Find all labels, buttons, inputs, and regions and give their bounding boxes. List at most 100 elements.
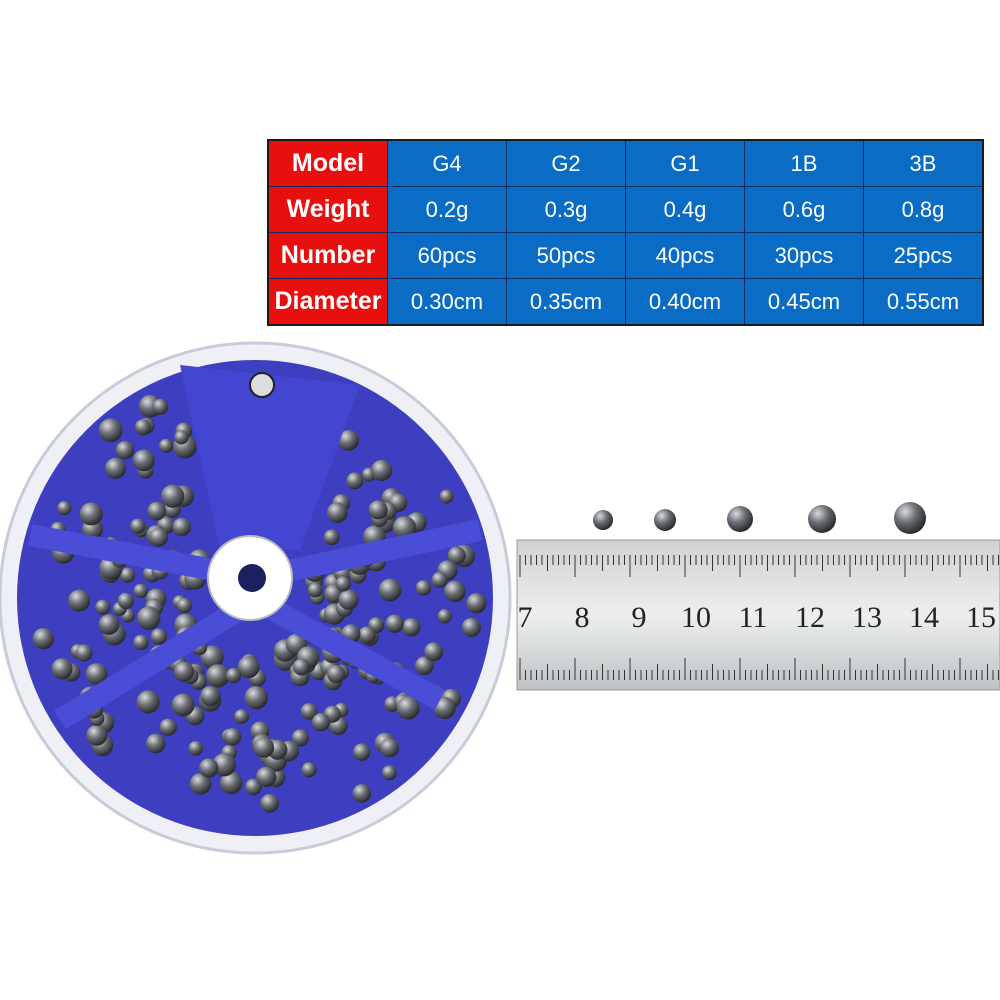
split-shot	[172, 517, 191, 537]
split-shot	[402, 618, 421, 637]
spec-cell: 0.45cm	[744, 278, 864, 326]
split-shot	[85, 663, 108, 685]
split-shot	[223, 728, 242, 746]
split-shot	[338, 429, 359, 451]
split-shot	[200, 645, 224, 669]
sample-sinkers	[593, 502, 926, 534]
split-shot	[323, 529, 340, 546]
split-shot	[133, 583, 148, 598]
spec-cell: 0.55cm	[863, 278, 984, 326]
split-shot	[244, 685, 268, 710]
split-shot	[311, 713, 331, 732]
spec-cell: 3B	[863, 139, 984, 187]
split-shot	[439, 489, 454, 504]
split-shot	[358, 626, 376, 644]
split-shot	[353, 743, 371, 761]
spec-cell: 0.3g	[506, 186, 626, 233]
split-shot	[189, 773, 212, 795]
split-shot	[461, 617, 481, 638]
split-shot	[206, 664, 230, 688]
split-shot	[437, 609, 452, 624]
spec-row: Diameter 0.30cm 0.35cm 0.40cm 0.45cm 0.55cm	[267, 278, 984, 326]
ruler-ticks	[519, 555, 999, 680]
split-shot	[260, 794, 280, 813]
split-shot	[300, 703, 318, 720]
ruler-number: 8	[575, 601, 590, 634]
split-shot	[152, 398, 169, 415]
split-shot	[327, 664, 346, 684]
split-shot	[148, 527, 169, 547]
ruler-number: 12	[795, 601, 825, 634]
split-shot	[75, 644, 93, 662]
split-shot	[245, 778, 262, 796]
split-shot	[105, 457, 127, 479]
split-shot	[199, 758, 219, 778]
row-label: Diameter	[267, 278, 388, 326]
split-shot	[326, 502, 348, 523]
split-shot	[171, 693, 195, 717]
split-shot	[253, 737, 275, 758]
split-shot	[51, 658, 73, 680]
split-shot	[161, 484, 185, 508]
split-shot	[145, 733, 166, 754]
split-shot	[352, 784, 372, 803]
ruler-numbers: 7 8 9 10 11 12 13 14 15	[518, 601, 997, 634]
split-shot	[433, 697, 456, 720]
spec-cell: 0.4g	[625, 186, 745, 233]
spec-cell: G2	[506, 139, 626, 187]
split-shot	[212, 753, 236, 777]
row-label: Weight	[267, 186, 388, 233]
spec-cell: 25pcs	[863, 232, 984, 279]
sinker-box	[0, 341, 512, 855]
split-shot	[371, 459, 393, 481]
ruler-number: 15	[966, 601, 996, 634]
split-shot	[158, 438, 174, 453]
split-shot	[136, 606, 161, 630]
split-shot	[237, 656, 260, 679]
split-shot	[219, 771, 243, 795]
split-shot	[173, 661, 195, 682]
spec-cell: 50pcs	[506, 232, 626, 279]
split-shot	[292, 658, 310, 676]
spec-cell: 30pcs	[744, 232, 864, 279]
split-shot	[86, 724, 108, 746]
split-shot	[424, 642, 444, 662]
split-shot	[95, 599, 111, 615]
split-shot	[381, 765, 397, 781]
spec-cell: 0.6g	[744, 186, 864, 233]
split-shot	[346, 472, 364, 490]
split-shot	[307, 582, 323, 598]
split-shot	[466, 593, 487, 614]
spec-cell: G1	[625, 139, 745, 187]
spec-cell: 0.8g	[863, 186, 984, 233]
spec-cell: 0.30cm	[387, 278, 507, 326]
ruler-number: 7	[518, 601, 533, 634]
split-shot	[385, 614, 404, 633]
spec-cell: 40pcs	[625, 232, 745, 279]
split-shot	[150, 628, 168, 645]
split-shot	[291, 729, 309, 747]
ruler-number: 11	[739, 601, 768, 634]
spec-row: Number 60pcs 50pcs 40pcs 30pcs 25pcs	[267, 232, 984, 279]
ruler-number: 10	[681, 601, 711, 634]
spec-cell: 1B	[744, 139, 864, 187]
split-shot	[119, 567, 136, 583]
split-shot	[130, 518, 146, 534]
split-shot	[415, 580, 432, 596]
split-shot	[415, 656, 434, 676]
split-shot	[431, 571, 448, 588]
split-shot	[338, 589, 359, 610]
spec-row: Model G4 G2 G1 1B 3B	[267, 139, 984, 187]
split-shot	[256, 766, 277, 788]
split-shot	[234, 709, 249, 724]
split-shot	[396, 696, 420, 720]
ruler: 7 8 9 10 11 12 13 14 15	[516, 539, 1000, 691]
split-shot	[68, 589, 90, 612]
split-shot	[117, 592, 134, 610]
split-shot	[115, 440, 135, 460]
split-shot	[225, 667, 242, 684]
row-label: Model	[267, 139, 388, 187]
row-label: Number	[267, 232, 388, 279]
split-shot	[444, 580, 466, 603]
